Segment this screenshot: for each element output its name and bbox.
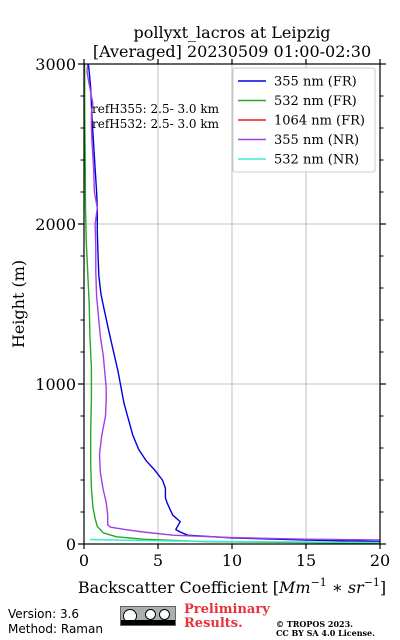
annotation-refh532: refH532: 2.5- 3.0 km <box>92 117 220 131</box>
copyright-line2: CC BY SA 4.0 License. <box>276 628 375 638</box>
y-tick-label-0: 0 <box>66 535 76 554</box>
sa-icon <box>159 609 170 620</box>
y-axis-label: Height (m) <box>9 260 28 348</box>
series-line-1 <box>83 63 381 544</box>
preliminary-results-note: Preliminary Results. <box>184 603 284 631</box>
series-line-0 <box>87 63 381 543</box>
legend: 355 nm (FR) 532 nm (FR) 1064 nm (FR) 355 nm… <box>232 67 376 173</box>
copyright-note: © TROPOS 2023. CC BY SA 4.0 License. <box>276 620 396 638</box>
method-text: Method: Raman <box>8 622 103 636</box>
x-axis-label-prefix: Backscatter Coefficient [ <box>78 578 279 597</box>
axis-ticks <box>78 59 386 549</box>
x-axis-label-suffix: ] <box>380 578 386 597</box>
legend-label-1: 532 nm (FR) <box>274 94 357 109</box>
axis-tick-labels: 0 5 10 15 20 0 1000 2000 3000 <box>35 55 390 570</box>
cc-by-sa-logo <box>120 606 176 626</box>
x-axis-label-unit-mm: Mm <box>278 578 311 597</box>
x-axis-label-sup2: −1 <box>364 576 380 589</box>
legend-box <box>232 67 376 173</box>
x-tick-label-1: 5 <box>153 551 163 570</box>
chart-title-line2: [Averaged] 20230509 01:00-02:30 <box>93 42 371 61</box>
preliminary-line2: Results. <box>184 616 243 631</box>
y-tick-label-1: 1000 <box>35 375 76 394</box>
preliminary-line1: Preliminary <box>184 602 270 617</box>
legend-items: 355 nm (FR) 532 nm (FR) 1064 nm (FR) 355 nm… <box>238 75 365 168</box>
x-axis-label: Backscatter Coefficient [Mm−1 ∗ sr−1] <box>78 576 386 597</box>
legend-label-3: 355 nm (NR) <box>274 133 359 148</box>
series-lines <box>83 63 381 544</box>
x-axis-label-sup1: −1 <box>311 576 327 589</box>
y-tick-label-2: 2000 <box>35 215 76 234</box>
x-tick-label-4: 20 <box>370 551 390 570</box>
legend-label-2: 1064 nm (FR) <box>274 114 365 129</box>
series-line-4 <box>89 538 381 544</box>
series-line-3 <box>86 63 381 541</box>
x-axis-label-unit-sr: ∗ sr <box>327 578 365 597</box>
copyright-line1: © TROPOS 2023. <box>276 619 353 629</box>
x-tick-label-3: 15 <box>296 551 316 570</box>
legend-label-4: 532 nm (NR) <box>274 153 359 168</box>
y-tick-label-3: 3000 <box>35 55 76 74</box>
x-tick-label-2: 10 <box>222 551 242 570</box>
x-tick-label-0: 0 <box>79 551 89 570</box>
cc-strip <box>121 620 175 625</box>
annotation-refh355: refH355: 2.5- 3.0 km <box>92 102 220 116</box>
legend-label-0: 355 nm (FR) <box>274 75 357 90</box>
by-icon <box>145 609 156 620</box>
version-text: Version: 3.6 <box>8 607 80 621</box>
chart-title-line1: pollyxt_lacros at Leipzig <box>133 23 330 42</box>
